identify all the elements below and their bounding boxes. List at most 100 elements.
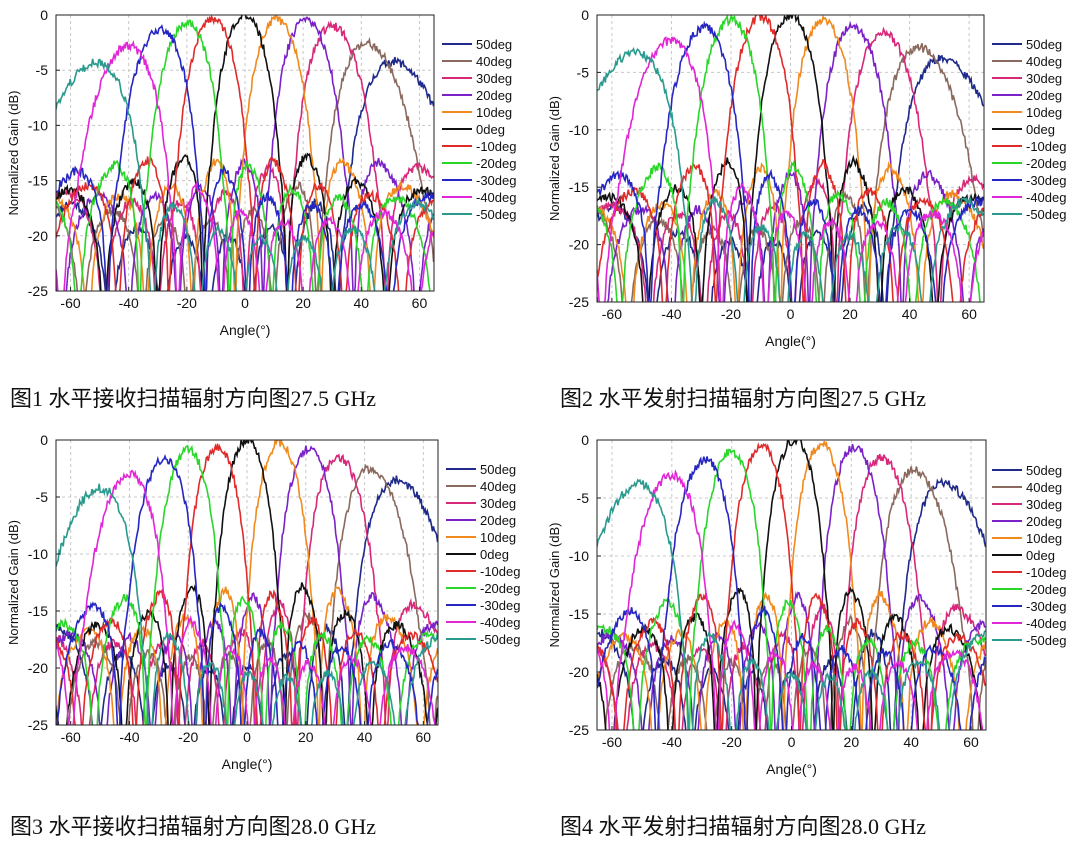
legend-label--20deg: -20deg [476,156,516,171]
legend-label--10deg: -10deg [476,139,516,154]
legend-label--30deg: -30deg [1026,599,1066,614]
legend: 50deg 40deg 30deg 20deg 10deg 0deg -10deg -20de… [992,463,1066,648]
series-line--50deg [56,58,434,291]
series-group [597,15,984,302]
x-tick-label: -40 [661,306,681,322]
y-axis-label: Normalized Gain (dB) [547,523,562,648]
series-line--40deg [597,469,984,730]
y-axis-label: Normalized Gain (dB) [547,96,562,221]
series-line--30deg [597,456,986,730]
y-tick-label: -5 [36,62,49,78]
series-line-30deg [56,453,438,725]
y-tick-label: -20 [28,660,48,676]
legend-label-20deg: 20deg [1026,514,1062,529]
legend-label--10deg: -10deg [1026,565,1066,580]
series-line--10deg [597,441,986,730]
legend-label-10deg: 10deg [476,105,512,120]
series-group [56,15,434,291]
legend-label--40deg: -40deg [480,615,520,630]
legend-label-40deg: 40deg [476,54,512,69]
y-tick-label: -20 [569,664,589,680]
x-tick-label: 60 [412,295,428,311]
x-tick-label: 40 [357,729,373,745]
x-tick-label: 20 [844,734,860,750]
y-tick-label: -5 [577,64,590,80]
series-line--20deg [56,444,438,725]
figure-caption-2: 图2 水平发射扫描辐射方向图27.5 GHz [560,386,927,411]
series-line-50deg [56,475,438,725]
legend-label--10deg: -10deg [1026,139,1066,154]
y-axis-label: Normalized Gain (dB) [6,91,21,216]
y-tick-label: -15 [569,606,589,622]
legend-label-50deg: 50deg [1026,463,1062,478]
figure-caption-4: 图4 水平发射扫描辐射方向图28.0 GHz [560,814,927,839]
y-tick-label: -25 [28,717,48,733]
x-tick-label: -60 [602,734,622,750]
x-tick-label: 60 [961,306,977,322]
legend-label-20deg: 20deg [1026,88,1062,103]
series-group [597,440,986,730]
y-tick-label: -10 [569,548,589,564]
legend-label-0deg: 0deg [1026,548,1055,563]
legend-label--40deg: -40deg [1026,190,1066,205]
y-tick-label: -25 [28,283,48,299]
legend: 50deg 40deg 30deg 20deg 10deg 0deg -10deg -20de… [442,37,516,222]
legend-label--30deg: -30deg [1026,173,1066,188]
x-tick-label: -40 [662,734,682,750]
y-tick-label: -25 [569,294,589,310]
x-tick-label: 0 [787,306,795,322]
y-tick-label: -15 [28,603,48,619]
series-line-0deg [56,440,438,725]
legend-label--30deg: -30deg [480,598,520,613]
x-tick-label: 20 [842,306,858,322]
x-tick-label: -40 [119,729,139,745]
x-tick-label: 40 [903,734,919,750]
y-tick-label: 0 [40,7,48,23]
y-tick-label: -5 [36,489,49,505]
legend-label--20deg: -20deg [1026,156,1066,171]
legend-label-20deg: 20deg [480,513,516,528]
series-line--50deg [597,47,984,302]
y-tick-label: -5 [577,490,590,506]
legend-label-30deg: 30deg [480,496,516,511]
legend-label-0deg: 0deg [480,547,509,562]
legend-label--50deg: -50deg [1026,207,1066,222]
y-tick-label: 0 [40,432,48,448]
y-tick-label: -20 [28,228,48,244]
y-tick-label: -15 [28,173,48,189]
legend-label-30deg: 30deg [1026,497,1062,512]
legend-label-0deg: 0deg [476,122,505,137]
legend-label--20deg: -20deg [480,581,520,596]
x-tick-label: -20 [722,734,742,750]
legend-label-50deg: 50deg [1026,37,1062,52]
series-line--30deg [56,24,434,291]
y-tick-label: -25 [569,722,589,738]
x-tick-label: -20 [721,306,741,322]
legend-label-40deg: 40deg [1026,480,1062,495]
legend-label--50deg: -50deg [1026,633,1066,648]
series-line-10deg [597,15,984,302]
legend-label--40deg: -40deg [1026,616,1066,631]
series-line--50deg [56,483,438,725]
series-line-0deg [56,15,434,291]
x-tick-label: -40 [119,295,139,311]
x-tick-label: 0 [243,729,251,745]
legend: 50deg 40deg 30deg 20deg 10deg 0deg -10deg -20de… [446,462,520,647]
series-line--10deg [56,443,438,725]
y-tick-label: -15 [569,179,589,195]
series-line-30deg [56,20,434,291]
series-line-0deg [597,15,984,302]
series-line-50deg [56,56,434,291]
series-line-10deg [56,440,438,725]
y-tick-label: -10 [569,122,589,138]
legend-label--50deg: -50deg [476,207,516,222]
x-tick-label: -60 [61,729,81,745]
legend-label-40deg: 40deg [1026,54,1062,69]
legend-label--10deg: -10deg [480,564,520,579]
legend-label-0deg: 0deg [1026,122,1055,137]
x-axis-label: Angle(°) [220,322,271,338]
legend-label--20deg: -20deg [1026,582,1066,597]
series-line-20deg [597,20,984,302]
legend-label-20deg: 20deg [476,88,512,103]
